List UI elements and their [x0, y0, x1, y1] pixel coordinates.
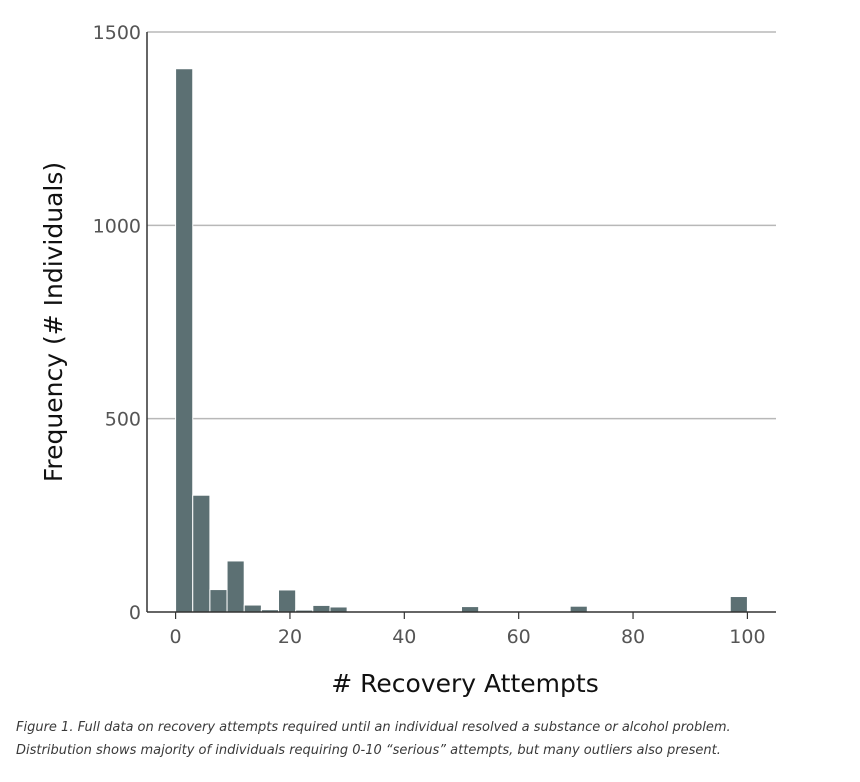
x-tick-label: 60	[507, 626, 531, 648]
histogram-chart: 0 500 1000 1500 0 20 40 60 80 100 # Recovery Atte…	[39, 22, 776, 698]
x-tick-label: 0	[170, 626, 182, 648]
figure-caption: Figure 1. Full data on recovery attempts…	[16, 716, 851, 762]
histogram-svg: 0 500 1000 1500 0 20 40 60 80 100 # Recovery Atte…	[39, 22, 776, 698]
caption-line-2: Distribution shows majority of individua…	[16, 743, 721, 758]
histogram-bar	[175, 68, 194, 613]
histogram-bar	[278, 589, 297, 613]
histogram-bar	[226, 560, 245, 613]
histogram-bar	[243, 604, 262, 613]
axes	[146, 32, 776, 619]
y-tick-label: 1000	[93, 215, 141, 237]
x-tick-label: 40	[392, 626, 416, 648]
x-axis-title: # Recovery Attempts	[331, 669, 598, 698]
histogram-bar	[329, 606, 348, 613]
histogram-bar	[729, 596, 748, 613]
histogram-bar	[192, 494, 211, 613]
histogram-bar	[569, 605, 588, 613]
histogram-bar	[461, 606, 480, 613]
grid-lines	[147, 31, 776, 420]
x-tick-label: 100	[729, 626, 765, 648]
y-axis-title: Frequency (# Individuals)	[39, 162, 68, 482]
histogram-bar	[209, 589, 228, 613]
y-tick-label: 1500	[93, 22, 141, 44]
caption-line-1: Figure 1. Full data on recovery attempts…	[16, 720, 731, 735]
y-tick-label: 0	[129, 602, 141, 624]
x-tick-label: 80	[621, 626, 645, 648]
x-tick-label: 20	[278, 626, 302, 648]
bars	[175, 68, 748, 613]
y-tick-label: 500	[105, 409, 141, 431]
tick-labels: 0 500 1000 1500 0 20 40 60 80 100	[93, 22, 766, 648]
histogram-bar	[312, 604, 331, 613]
